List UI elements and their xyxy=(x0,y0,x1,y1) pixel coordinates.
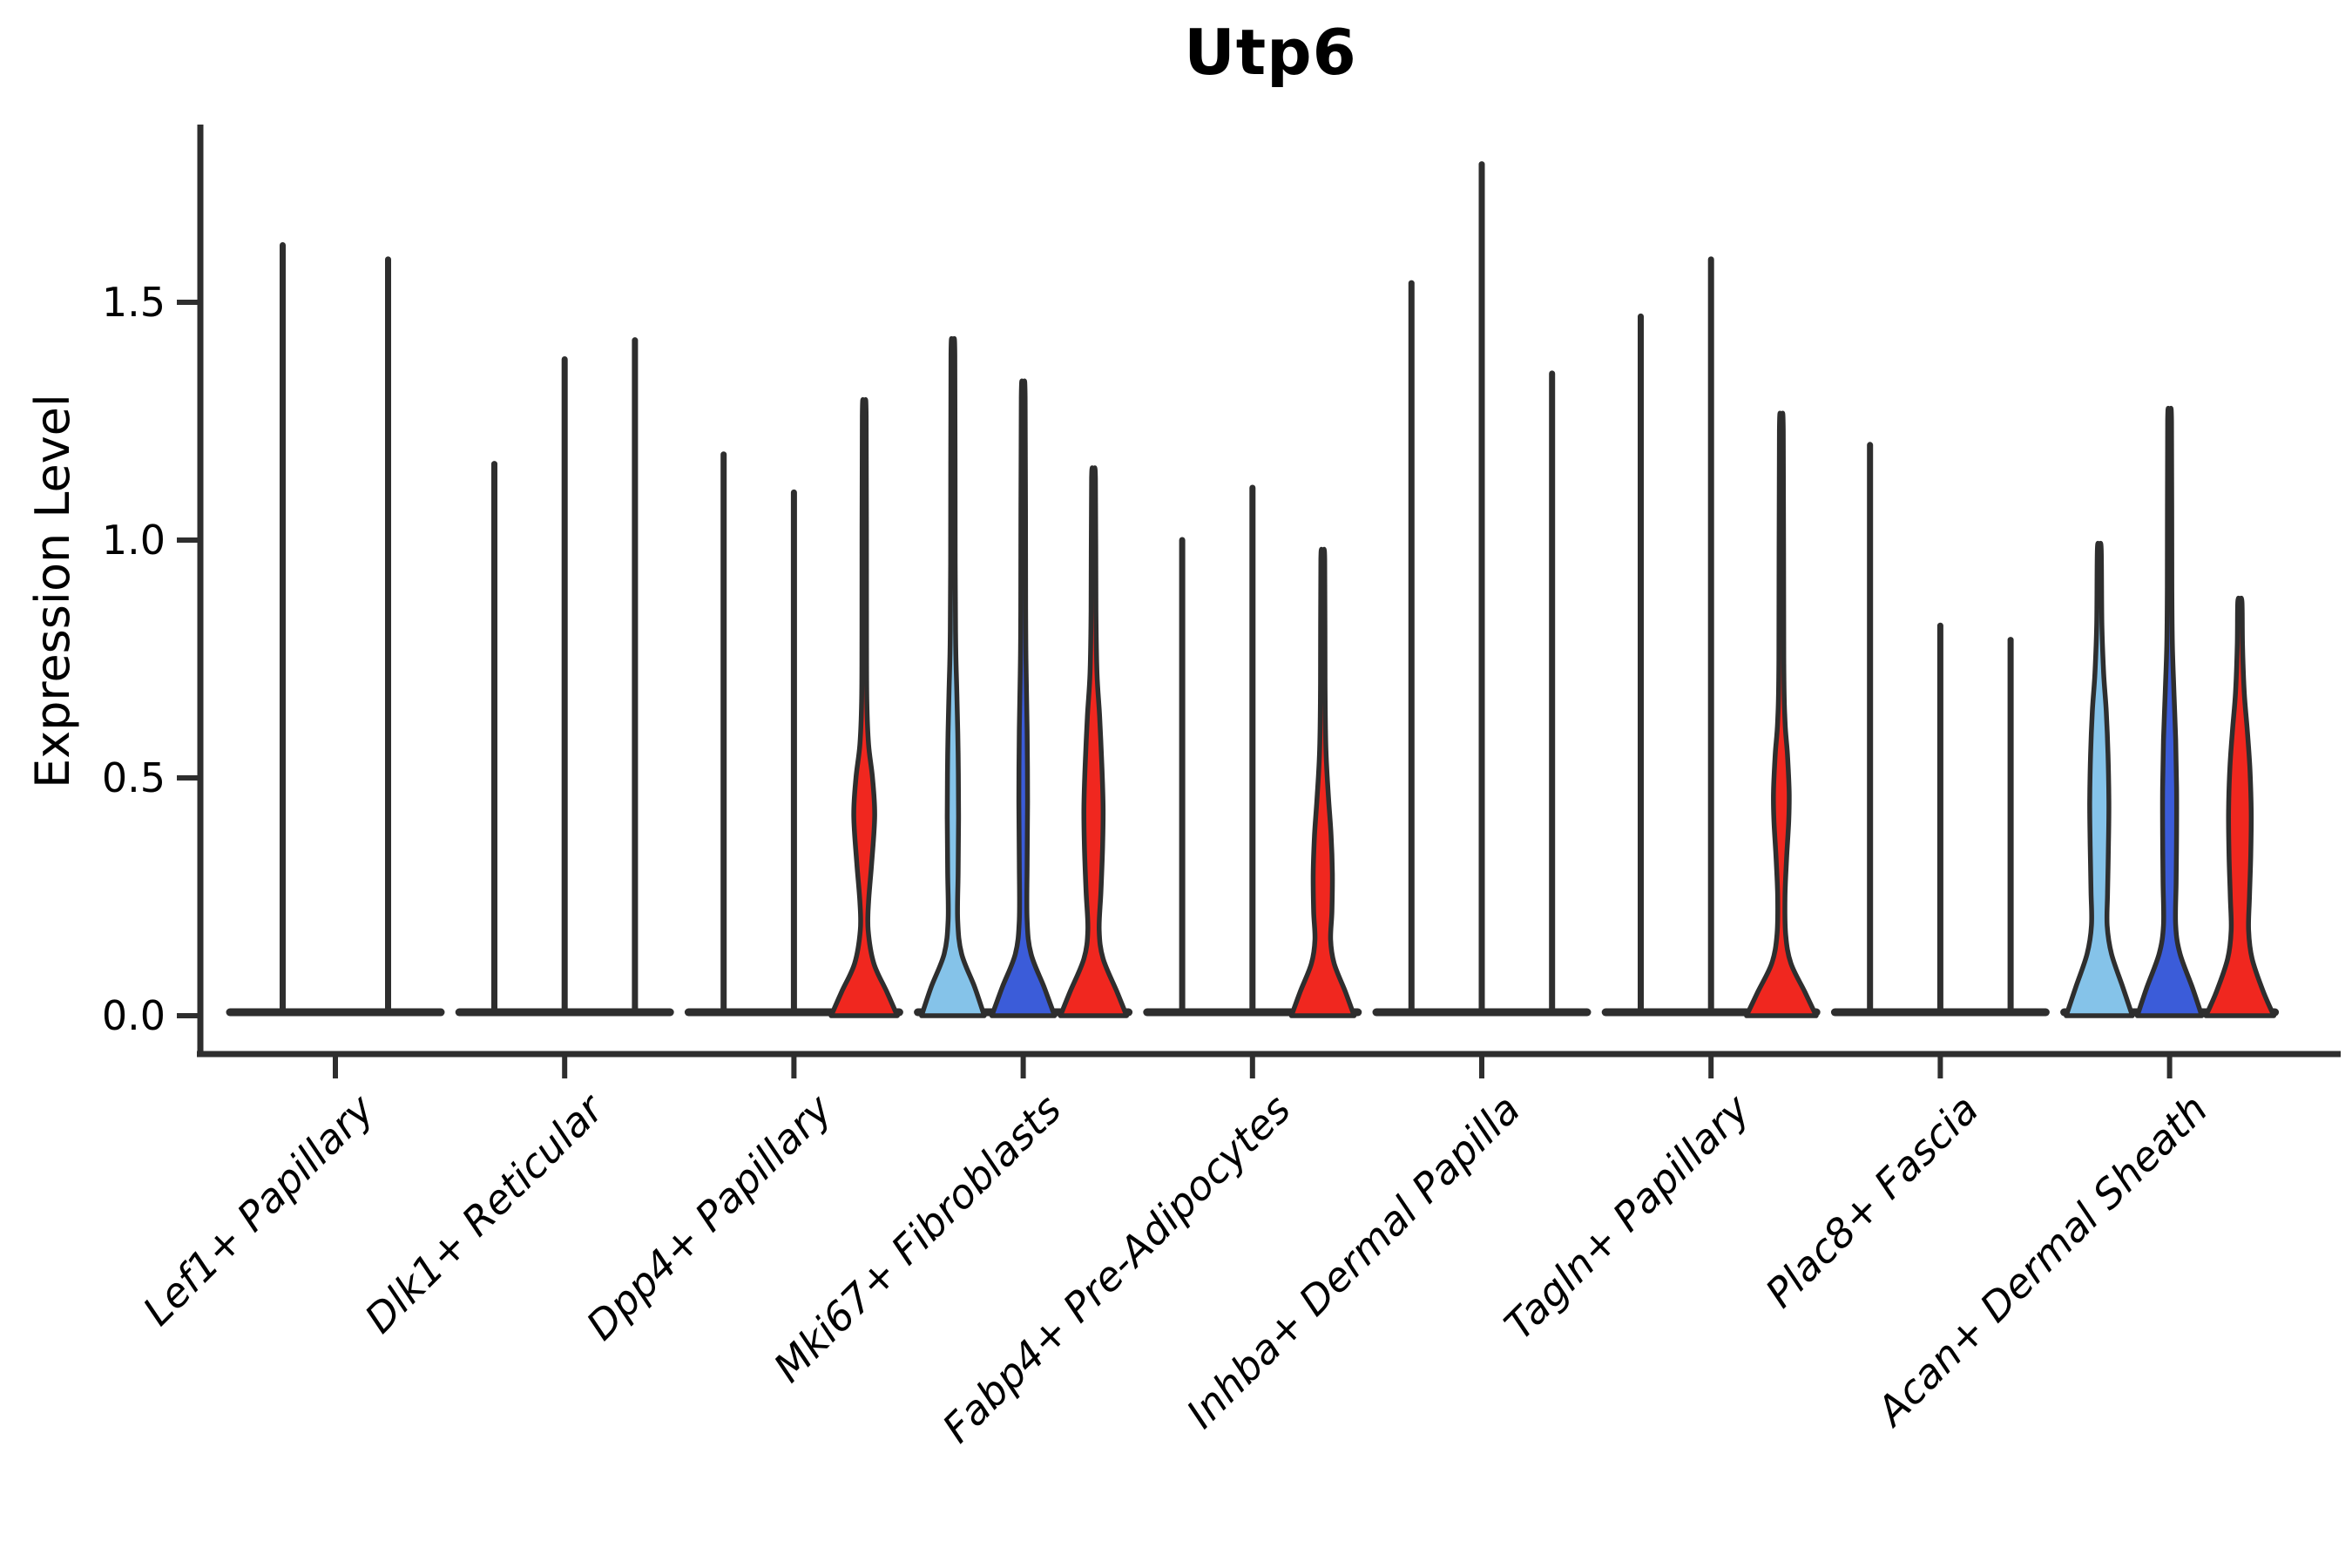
violin-body xyxy=(919,335,987,1018)
violin-body xyxy=(1288,546,1357,1018)
violin-body xyxy=(1744,410,1819,1018)
y-tick-label: 1.5 xyxy=(101,279,166,326)
chart-title: Utp6 xyxy=(1184,16,1357,89)
y-axis-label-wrap: Expression Level xyxy=(0,125,105,1057)
violin-body xyxy=(1058,465,1130,1018)
y-tick-label: 0.5 xyxy=(101,754,166,801)
violin-body xyxy=(989,378,1058,1018)
y-tick-label: 0.0 xyxy=(101,992,166,1039)
violin-body xyxy=(828,397,900,1018)
y-axis-label: Expression Level xyxy=(24,393,80,788)
violin-body xyxy=(2203,595,2277,1018)
violin-body xyxy=(2134,405,2205,1018)
y-tick-label: 1.0 xyxy=(101,517,166,564)
violin-body xyxy=(2064,540,2135,1018)
